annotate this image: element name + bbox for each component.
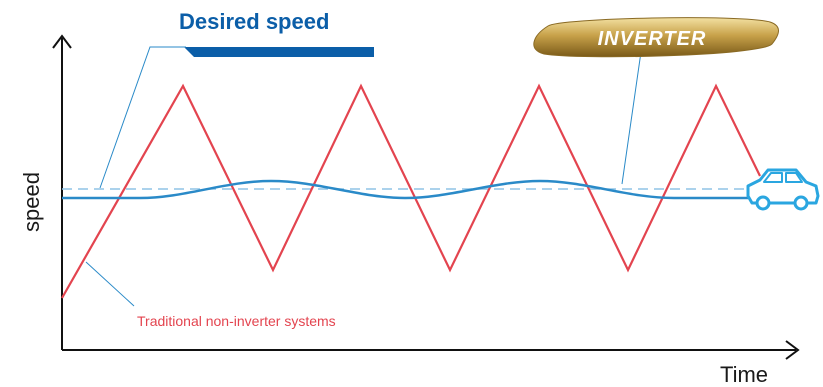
inverter-logo: INVERTER [533,17,779,58]
inverter-logo-badge [533,17,779,58]
desired-speed-leader-line [99,46,186,189]
desired-speed-title: Desired speed [179,9,329,34]
inverter-speed-line [62,179,748,200]
x-axis-label: Time [720,362,768,387]
x-axis-arrow-icon [785,340,800,360]
car-outline-icon [746,168,820,211]
desired-speed-bar [184,47,374,57]
traditional-systems-label: Traditional non-inverter systems [137,313,336,329]
inverter-leader-line [621,44,668,185]
inverter-logo-text: INVERTER [598,28,707,50]
traditional-leader-line [85,261,135,307]
traditional-speed-line [61,83,761,299]
y-axis-arrow-icon [52,34,72,49]
y-axis-label: speed [19,172,44,232]
